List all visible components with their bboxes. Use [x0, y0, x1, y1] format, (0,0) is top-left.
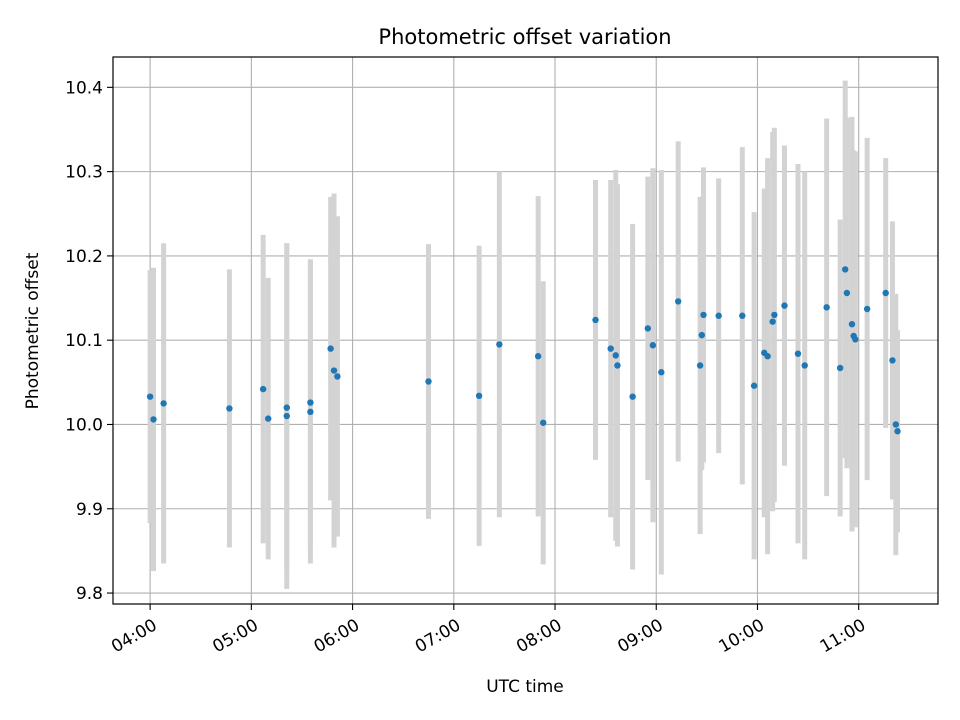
- data-point: [739, 313, 745, 319]
- data-point: [844, 290, 850, 296]
- data-point: [614, 362, 620, 368]
- data-point: [837, 365, 843, 371]
- data-point: [852, 336, 858, 342]
- data-point: [496, 341, 502, 347]
- data-point: [795, 350, 801, 356]
- y-tick-label: 10.1: [65, 331, 103, 351]
- data-point: [645, 325, 651, 331]
- data-point: [284, 404, 290, 410]
- data-point: [147, 393, 153, 399]
- y-tick-label: 10.3: [65, 163, 103, 183]
- data-point: [715, 313, 721, 319]
- data-point: [675, 298, 681, 304]
- data-point: [769, 318, 775, 324]
- data-point: [889, 357, 895, 363]
- data-point: [882, 290, 888, 296]
- data-point: [327, 345, 333, 351]
- data-point: [781, 302, 787, 308]
- data-point: [592, 317, 598, 323]
- chart-title: Photometric offset variation: [378, 25, 671, 49]
- data-point: [658, 369, 664, 375]
- y-tick-label: 10.2: [65, 247, 103, 267]
- data-point: [842, 266, 848, 272]
- data-point: [160, 400, 166, 406]
- data-point: [894, 428, 900, 434]
- y-tick-label: 9.8: [76, 584, 103, 604]
- data-point: [697, 362, 703, 368]
- data-point: [699, 332, 705, 338]
- data-point: [307, 399, 313, 405]
- data-point: [226, 405, 232, 411]
- data-point: [613, 352, 619, 358]
- y-tick-label: 9.9: [76, 500, 103, 520]
- data-point: [265, 415, 271, 421]
- data-point: [607, 345, 613, 351]
- data-point: [802, 362, 808, 368]
- data-point: [260, 386, 266, 392]
- data-point: [849, 321, 855, 327]
- data-point: [284, 413, 290, 419]
- data-point: [700, 312, 706, 318]
- data-point: [893, 421, 899, 427]
- data-point: [476, 393, 482, 399]
- data-point: [751, 383, 757, 389]
- data-point: [823, 304, 829, 310]
- data-point: [629, 393, 635, 399]
- data-point: [334, 373, 340, 379]
- data-point: [764, 353, 770, 359]
- data-point: [425, 378, 431, 384]
- y-axis-label: Photometric offset: [23, 252, 43, 409]
- y-tick-label: 10.4: [65, 78, 103, 98]
- data-point: [650, 342, 656, 348]
- x-axis-label: UTC time: [486, 677, 564, 697]
- data-point: [540, 420, 546, 426]
- data-point: [864, 306, 870, 312]
- y-tick-label: 10.0: [65, 415, 103, 435]
- data-point: [307, 409, 313, 415]
- data-point: [150, 416, 156, 422]
- data-point: [331, 367, 337, 373]
- data-point: [771, 312, 777, 318]
- data-point: [535, 353, 541, 359]
